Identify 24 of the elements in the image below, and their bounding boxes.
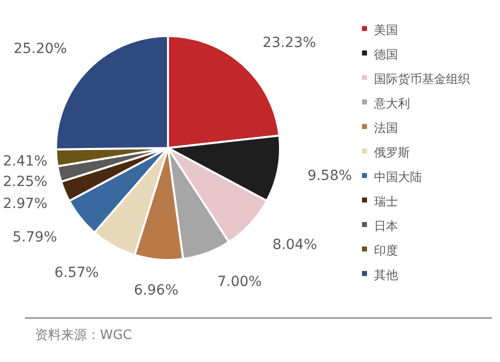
legend-label: 国际货币基金组织 xyxy=(374,72,470,86)
legend-label: 意大利 xyxy=(373,96,410,110)
data-label: 2.41% xyxy=(3,154,48,170)
data-label: 7.00% xyxy=(217,274,262,290)
data-label: 8.04% xyxy=(272,237,318,254)
legend-label: 印度 xyxy=(374,244,398,258)
legend-label: 美国 xyxy=(374,23,398,37)
data-label: 6.57% xyxy=(54,265,99,282)
data-label: 9.58% xyxy=(307,168,352,184)
legend-label: 法国 xyxy=(374,121,398,135)
data-label: 23.23% xyxy=(262,35,316,52)
legend-label: 德国 xyxy=(374,48,398,62)
legend-label: 瑞士 xyxy=(374,194,398,208)
pie-slice xyxy=(167,134,281,202)
legend-label: 其他 xyxy=(374,268,398,282)
data-label: 6.96% xyxy=(134,282,178,299)
data-label: 2.25% xyxy=(3,174,48,190)
data-label: 25.20% xyxy=(14,41,67,58)
legend-label: 俄罗斯 xyxy=(374,146,410,160)
legend-label: 日本 xyxy=(374,219,398,233)
data-label: 2.97% xyxy=(3,196,48,212)
text: 资料来源：WGC xyxy=(35,328,132,343)
legend-label: 中国大陆 xyxy=(374,170,422,184)
data-label: 5.79% xyxy=(12,230,58,246)
